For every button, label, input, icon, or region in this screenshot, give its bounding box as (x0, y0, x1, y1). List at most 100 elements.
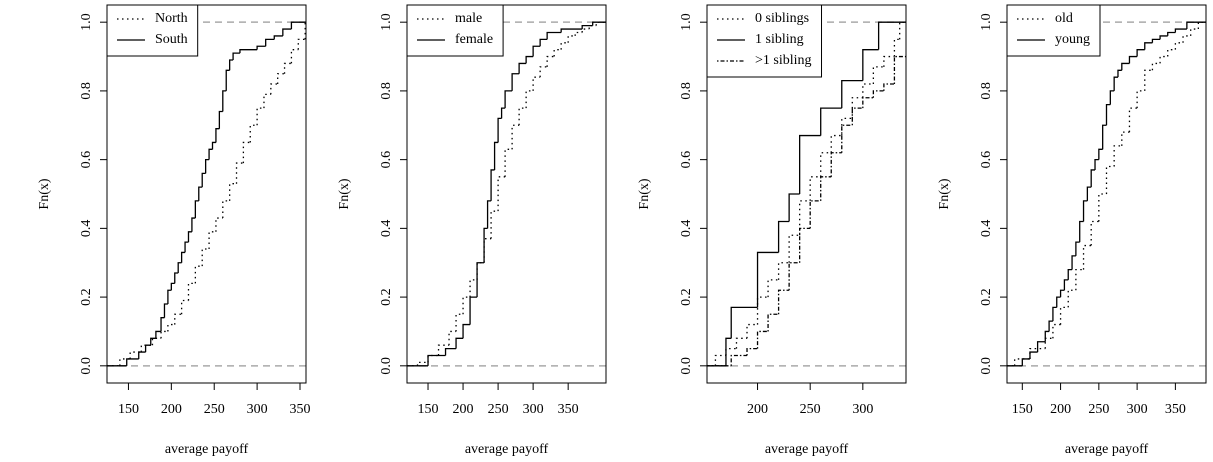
step (242, 141, 251, 164)
step (851, 97, 863, 119)
y-axis-label: Fn(x) (637, 178, 652, 209)
step (150, 337, 156, 346)
step (469, 296, 478, 325)
step (746, 347, 758, 356)
x-tick-label: 350 (1165, 402, 1186, 417)
step (170, 282, 175, 291)
legend-label: young (1055, 32, 1090, 47)
x-tick-label: 200 (453, 402, 474, 417)
step (730, 354, 748, 366)
y-tick-label: 0.0 (979, 357, 994, 375)
y-tick-label: 1.0 (79, 13, 94, 31)
panel: 0.0 0.2 0.4 0.6 0.8 1.0 Fn(x) 150 200 250 300 350 av… (337, 4, 607, 457)
step (160, 330, 168, 339)
step (788, 262, 800, 291)
step (194, 265, 203, 284)
y-tick-label: 0.6 (379, 151, 394, 169)
y-tick-label: 0.0 (679, 357, 694, 375)
step (490, 169, 495, 201)
step (455, 337, 464, 349)
step (1090, 220, 1099, 246)
step (448, 330, 457, 346)
x-tick-label: 200 (747, 402, 768, 417)
step (1082, 244, 1092, 270)
step (290, 21, 306, 30)
legend: North South (106, 4, 199, 57)
step (518, 62, 527, 74)
step (225, 69, 230, 91)
plot-area (107, 21, 306, 367)
step (1105, 104, 1111, 126)
y-tick-label: 0.0 (379, 357, 394, 375)
step (201, 172, 206, 188)
step (235, 162, 244, 184)
legend-label: 1 sibling (755, 32, 804, 47)
step (581, 24, 593, 30)
step (1159, 35, 1168, 40)
step (872, 66, 884, 85)
step (1090, 169, 1096, 188)
legend-box (706, 4, 823, 78)
step (490, 210, 499, 239)
y-tick-label: 0.6 (79, 151, 94, 169)
step (809, 176, 821, 201)
step (155, 330, 162, 339)
step (483, 238, 492, 263)
legend: old young (1006, 4, 1101, 57)
step (1044, 337, 1053, 349)
step (427, 354, 446, 366)
step (788, 193, 800, 222)
y-tick-label: 0.8 (679, 82, 694, 100)
step (730, 306, 758, 339)
plot-frame (106, 4, 307, 384)
step (191, 217, 196, 232)
x-tick-label: 200 (1050, 402, 1071, 417)
step (899, 21, 906, 40)
step (138, 351, 146, 359)
step (1128, 55, 1138, 64)
step (1067, 289, 1076, 308)
step (539, 66, 548, 78)
x-axis-label: average payoff (165, 442, 249, 457)
y-tick-label: 0.6 (979, 151, 994, 169)
step (539, 38, 548, 47)
step (163, 303, 168, 318)
step (180, 251, 186, 263)
step (229, 183, 237, 201)
legend-label: >1 sibling (755, 53, 812, 68)
step (1174, 28, 1187, 33)
step (1075, 268, 1084, 291)
step (208, 231, 216, 249)
step (1144, 69, 1153, 91)
y-tick-label: 0.4 (79, 220, 94, 238)
x-tick-label: 300 (523, 402, 544, 417)
step (560, 42, 569, 50)
y-axis-label: Fn(x) (937, 178, 952, 209)
step (1117, 69, 1122, 78)
step (1075, 241, 1080, 256)
step (167, 323, 175, 332)
step (883, 55, 895, 67)
step (532, 45, 541, 57)
y-tick-label: 0.2 (79, 288, 94, 306)
step (427, 354, 439, 363)
step (777, 262, 790, 280)
step (1021, 358, 1030, 366)
step (215, 128, 220, 143)
step (469, 279, 478, 298)
x-tick-label: 250 (800, 402, 821, 417)
plot-area (407, 21, 606, 367)
step (129, 351, 142, 359)
step (211, 141, 216, 150)
x-tick-label: 300 (1127, 402, 1148, 417)
step (788, 234, 800, 263)
step (830, 152, 842, 177)
step (1105, 165, 1115, 194)
step (567, 35, 576, 43)
step (820, 176, 832, 201)
step (144, 344, 151, 353)
step (546, 55, 555, 67)
step (201, 248, 210, 267)
step (1098, 148, 1103, 160)
